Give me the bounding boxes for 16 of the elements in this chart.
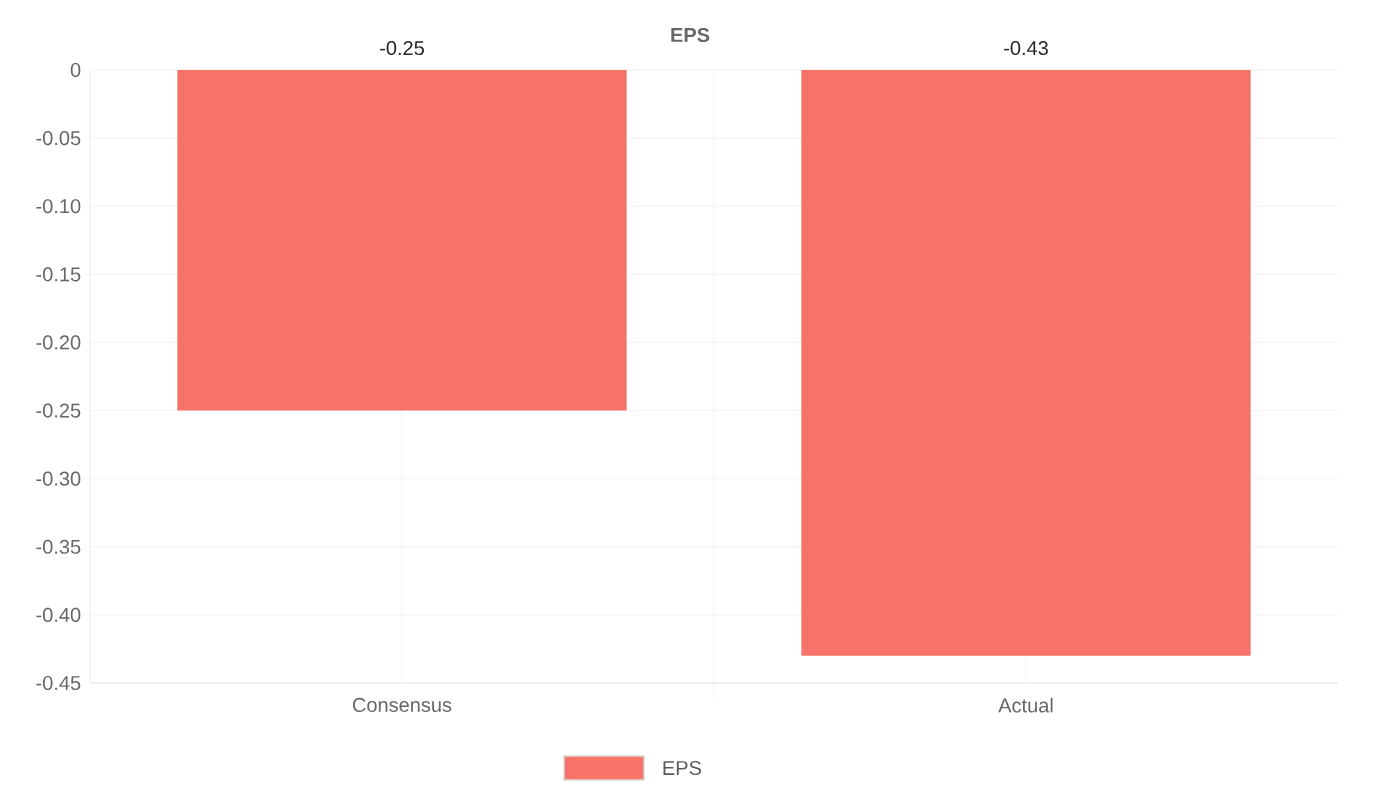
y-tick-label: -0.45: [36, 675, 81, 691]
y-tick-label: -0.25: [36, 403, 81, 418]
y-tick-label: 0: [70, 62, 81, 78]
x-tick-label: Actual: [998, 697, 1053, 713]
chart-title: EPS: [671, 27, 710, 43]
y-tick-label: -0.15: [36, 267, 81, 282]
x-tick-label: Consensus: [352, 697, 452, 713]
data-label: -0.25: [380, 40, 424, 56]
data-label: -0.43: [1004, 40, 1048, 56]
y-tick-label: -0.40: [36, 607, 81, 622]
y-tick-label: -0.35: [36, 539, 81, 554]
y-tick-label: -0.20: [36, 335, 81, 350]
y-tick-label: -0.10: [36, 199, 81, 214]
y-tick-label: -0.30: [36, 471, 81, 486]
y-tick-label: -0.05: [36, 131, 81, 146]
text: EPS: [663, 760, 701, 776]
